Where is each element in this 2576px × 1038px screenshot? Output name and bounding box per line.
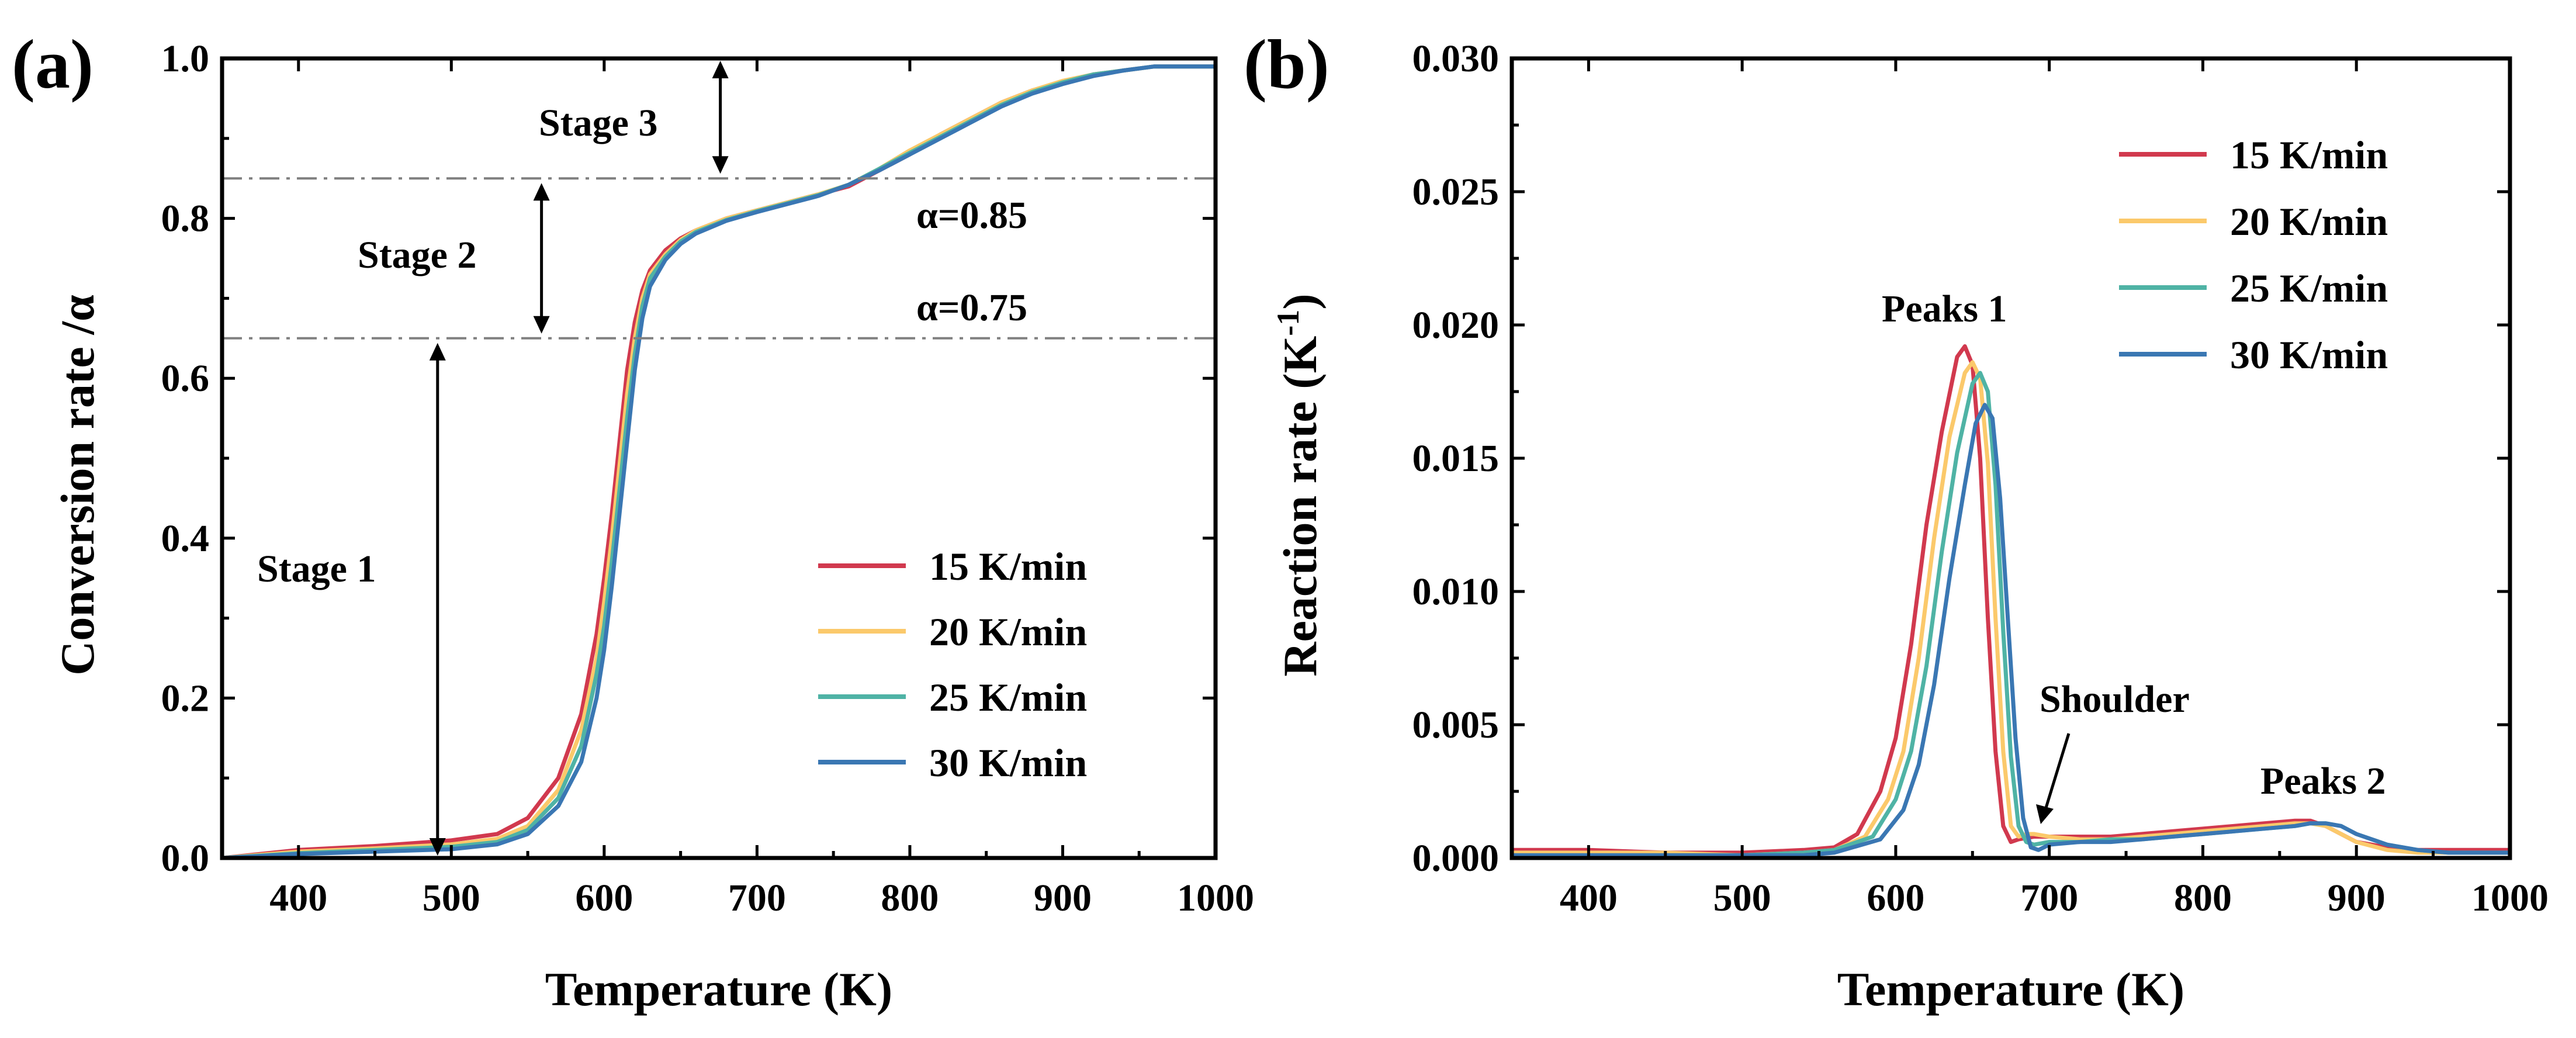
panel-a: (a) 400 500 600 700 800 900 1000 0.0 0.2 0.4 0.6 0.…	[12, 25, 1254, 1016]
panel-b-y-axis-title-main: Reaction rate (K	[1273, 335, 1327, 676]
stage1-arrow-head-top	[429, 342, 446, 361]
y-tick-label: 0.030	[1412, 37, 1500, 80]
y-tick-label: 0.0	[161, 837, 210, 880]
panel-b-y-axis-title-sup: -1	[1270, 310, 1306, 336]
panel-a-legend: 15 K/min 20 K/min 25 K/min 30 K/min	[818, 544, 1087, 785]
legend-label: 25 K/min	[929, 675, 1087, 719]
y-tick-label: 0.020	[1412, 304, 1500, 347]
alpha-075-label: α=0.75	[916, 286, 1027, 329]
x-tick-label: 700	[2020, 877, 2078, 919]
panel-a-x-axis-title: Temperature (K)	[545, 963, 892, 1016]
legend-label: 20 K/min	[929, 610, 1087, 654]
peaks1-label: Peaks 1	[1882, 288, 2007, 330]
x-tick-label: 500	[423, 877, 480, 919]
stage3-arrow-head-bottom	[712, 156, 729, 174]
panel-b-y-axis-title-end: )	[1273, 293, 1327, 309]
legend-label: 25 K/min	[2230, 266, 2388, 310]
y-tick-label: 0.4	[161, 517, 210, 560]
panel-a-series-group	[220, 64, 1218, 860]
stage2-arrow-head-bottom	[533, 316, 550, 334]
panel-a-ticks: 400 500 600 700 800 900 1000 0.0 0.2 0.4 0.6 0.8 1.0	[161, 37, 1255, 919]
series-line-30-k-min	[220, 64, 1218, 860]
y-tick-label: 0.8	[161, 198, 210, 240]
y-tick-label: 0.010	[1412, 570, 1500, 613]
panel-b-legend: 15 K/min 20 K/min 25 K/min 30 K/min	[2119, 133, 2388, 377]
panel-b-ticks: 400 500 600 700 800 900 1000 0.000 0.005 0.010 0.0…	[1412, 37, 2549, 919]
panel-a-label: (a)	[12, 25, 94, 103]
series-line-20-k-min	[220, 64, 1218, 860]
y-tick-label: 0.005	[1412, 704, 1500, 746]
series-line-15-k-min	[220, 64, 1218, 860]
x-tick-label: 400	[269, 877, 327, 919]
y-tick-label: 0.6	[161, 357, 210, 400]
x-tick-label: 800	[2174, 877, 2232, 919]
legend-label: 30 K/min	[929, 741, 1087, 785]
stage3-label: Stage 3	[539, 102, 657, 144]
stage1-arrow-head-bottom	[429, 838, 446, 856]
series-line-30-k-min	[1509, 403, 2512, 857]
panel-b-y-axis-title: Reaction rate (K-1)	[1270, 293, 1327, 676]
alpha-085-label: α=0.85	[916, 194, 1027, 237]
x-tick-label: 600	[575, 877, 633, 919]
stage1-label: Stage 1	[257, 548, 376, 590]
x-tick-label: 800	[881, 877, 939, 919]
x-tick-label: 900	[2328, 877, 2385, 919]
shoulder-arrow-head	[2036, 804, 2054, 824]
series-line-25-k-min	[220, 64, 1218, 860]
legend-label: 15 K/min	[929, 544, 1087, 589]
panel-a-y-axis-title: Conversion rate /α	[51, 295, 104, 676]
stage3-arrow-head-top	[712, 61, 729, 78]
x-tick-label: 400	[1560, 877, 1618, 919]
y-tick-label: 0.015	[1412, 437, 1500, 480]
x-tick-label: 500	[1713, 877, 1771, 919]
y-tick-label: 0.2	[161, 677, 210, 719]
stage2-label: Stage 2	[358, 234, 476, 276]
panel-b: (b) 400 500 600 700 800 900 1000 0.000 0.005 0.01…	[1244, 25, 2549, 1016]
x-tick-label: 700	[728, 877, 786, 919]
x-tick-label: 600	[1867, 877, 1924, 919]
panel-b-series-group	[1509, 344, 2512, 857]
panel-b-x-axis-title: Temperature (K)	[1837, 963, 2184, 1016]
y-tick-label: 0.000	[1412, 837, 1500, 880]
y-tick-label: 1.0	[161, 37, 210, 80]
shoulder-arrow	[2036, 733, 2071, 824]
panel-a-stage-arrows	[429, 61, 729, 856]
peaks2-label: Peaks 2	[2260, 760, 2386, 802]
y-tick-label: 0.025	[1412, 171, 1500, 213]
panel-b-label: (b)	[1244, 25, 1329, 103]
legend-label: 20 K/min	[2230, 199, 2388, 244]
legend-label: 15 K/min	[2230, 133, 2388, 177]
shoulder-arrow-line	[2042, 733, 2071, 814]
x-tick-label: 1000	[1177, 877, 1254, 919]
x-tick-label: 900	[1034, 877, 1092, 919]
stage2-arrow-head-top	[533, 183, 550, 201]
shoulder-label: Shoulder	[2040, 678, 2190, 721]
legend-label: 30 K/min	[2230, 333, 2388, 377]
x-tick-label: 1000	[2471, 877, 2549, 919]
